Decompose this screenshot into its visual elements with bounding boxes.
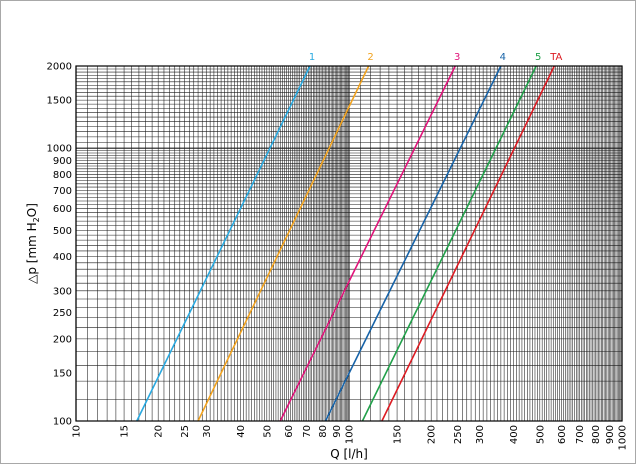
series-label-4: 4	[500, 52, 506, 63]
y-tick-label: 250	[53, 308, 72, 319]
series-labels: 1 2 3 4 5 TA	[309, 52, 563, 63]
grid	[75, 65, 623, 422]
y-axis-label-part: △p [mm H	[25, 222, 39, 284]
y-tick-label: 700	[53, 186, 72, 197]
y-tick-label: 800	[53, 170, 72, 181]
x-tick-label: 70	[302, 425, 313, 438]
x-tick-label: 20	[154, 425, 165, 438]
y-axis-label: △p [mm H2O]	[25, 203, 41, 284]
x-tick-label: 50	[262, 425, 273, 438]
y-tick-label: 2000	[47, 62, 72, 73]
x-tick-label: 400	[509, 425, 520, 444]
y-tick-label: 900	[53, 156, 72, 167]
series-line-3	[279, 65, 456, 422]
series-label-5: 5	[535, 52, 541, 63]
x-tick-label: 800	[591, 425, 602, 444]
y-tick-label: 500	[53, 226, 72, 237]
series-line-ta	[381, 65, 556, 422]
series-layer	[136, 65, 556, 422]
series-label-2: 2	[367, 52, 373, 63]
y-tick-label: 150	[53, 368, 72, 379]
tick-labels: 1001502002503004005006007008009001000150…	[47, 62, 629, 451]
x-tick-label: 10	[72, 425, 83, 438]
x-tick-label: 500	[535, 425, 546, 444]
y-tick-label: 400	[53, 252, 72, 263]
y-tick-label: 100	[53, 417, 72, 428]
y-tick-label: 200	[53, 334, 72, 345]
series-line-5	[361, 65, 537, 422]
x-tick-label: 700	[575, 425, 586, 444]
x-tick-label: 90	[332, 425, 343, 438]
series-line-4	[324, 65, 502, 422]
x-tick-label: 25	[180, 425, 191, 438]
series-label-3: 3	[454, 52, 460, 63]
x-tick-label: 100	[345, 425, 356, 444]
y-tick-label: 1500	[47, 96, 72, 107]
x-tick-label: 1000	[618, 425, 629, 450]
x-tick-label: 80	[318, 425, 329, 438]
y-axis-label-part: O]	[25, 203, 39, 217]
series-label-1: 1	[309, 52, 315, 63]
series-line-1	[136, 65, 311, 422]
y-tick-label: 1000	[47, 144, 72, 155]
x-tick-label: 200	[427, 425, 438, 444]
x-tick-label: 15	[120, 425, 131, 438]
x-tick-label: 30	[202, 425, 213, 438]
y-tick-label: 300	[53, 286, 72, 297]
x-axis-label: Q [l/h]	[330, 447, 368, 461]
x-tick-label: 150	[393, 425, 404, 444]
x-tick-label: 250	[453, 425, 464, 444]
x-tick-label: 900	[605, 425, 616, 444]
y-tick-label: 600	[53, 204, 72, 215]
x-tick-label: 40	[236, 425, 247, 438]
series-line-2	[197, 65, 370, 422]
y-axis-label-subscript: 2	[32, 217, 41, 222]
plot-border	[75, 65, 623, 422]
x-tick-label: 60	[284, 425, 295, 438]
series-label-ta: TA	[549, 52, 562, 63]
x-tick-label: 600	[557, 425, 568, 444]
x-tick-label: 300	[475, 425, 486, 444]
